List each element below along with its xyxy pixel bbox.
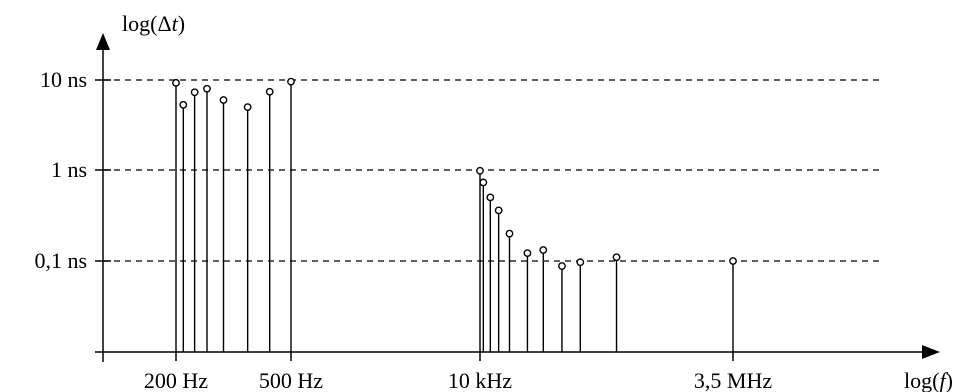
y-tick-label: 10 ns bbox=[40, 67, 87, 92]
x-axis-arrow bbox=[922, 345, 940, 359]
data-point bbox=[505, 229, 514, 238]
data-point bbox=[479, 178, 488, 187]
data-point bbox=[203, 84, 211, 93]
data-point bbox=[576, 258, 585, 267]
data-point bbox=[243, 103, 252, 111]
x-tick-label: 3,5 MHz bbox=[694, 368, 772, 392]
data-point bbox=[287, 77, 295, 86]
data-point bbox=[539, 246, 548, 254]
x-tick-label: 200 Hz bbox=[144, 368, 208, 392]
data-point bbox=[523, 249, 532, 258]
y-tick-label: 0,1 ns bbox=[34, 248, 87, 273]
data-point bbox=[172, 78, 180, 87]
data-point bbox=[558, 262, 566, 270]
data-point bbox=[486, 193, 495, 202]
x-axis-label: log(f) bbox=[904, 368, 953, 392]
data-point bbox=[612, 253, 621, 262]
y-axis-arrow bbox=[96, 33, 110, 50]
stems-layer bbox=[172, 77, 737, 352]
labels-layer: log(Δt) log(f) bbox=[122, 11, 953, 392]
grid-layer bbox=[103, 79, 880, 262]
x-tick-label: 500 Hz bbox=[259, 368, 323, 392]
y-tick-label: 1 ns bbox=[51, 157, 87, 182]
data-point bbox=[729, 257, 737, 265]
axes-layer bbox=[95, 33, 940, 362]
data-point bbox=[494, 206, 503, 215]
data-point bbox=[179, 100, 188, 109]
x-tick-label: 10 kHz bbox=[448, 368, 512, 392]
ticks-layer: 10 ns 1 ns 0,1 ns 200 Hz 500 Hz 10 kHz 3,5 MHz bbox=[34, 67, 772, 392]
data-point bbox=[476, 166, 484, 175]
data-point bbox=[265, 87, 274, 96]
data-point bbox=[190, 88, 199, 97]
data-point bbox=[219, 96, 228, 104]
y-axis-label: log(Δt) bbox=[122, 11, 185, 36]
